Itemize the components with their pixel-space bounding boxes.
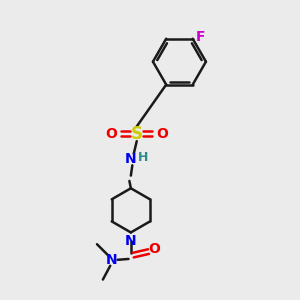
Text: H: H	[138, 151, 149, 164]
Text: O: O	[148, 242, 160, 256]
Text: N: N	[125, 234, 137, 248]
Text: F: F	[196, 30, 206, 44]
Text: N: N	[125, 152, 137, 166]
Text: S: S	[131, 125, 143, 143]
Text: O: O	[156, 127, 168, 141]
Text: N: N	[106, 254, 118, 267]
Text: O: O	[105, 127, 117, 141]
